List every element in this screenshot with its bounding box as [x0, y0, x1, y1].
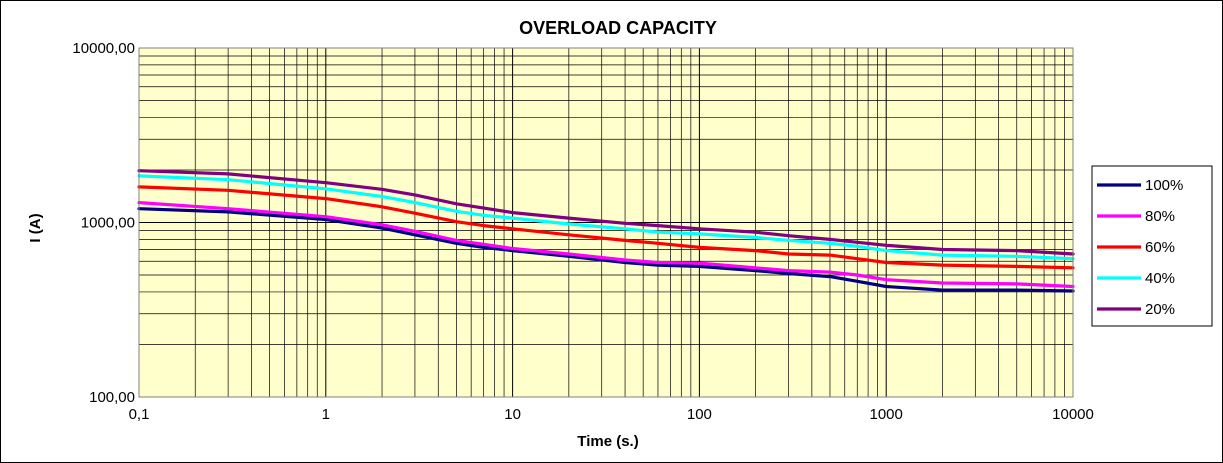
series-line-40pct	[137, 174, 1075, 261]
series-line-80pct	[137, 201, 1075, 289]
legend-label: 20%	[1145, 301, 1175, 318]
x-tick-labels: 0,1 1 10 100 1000 10000	[129, 406, 1094, 423]
y-axis-label: I (A)	[27, 213, 44, 242]
y-tick-label: 10000,00	[72, 40, 135, 57]
x-tick-label: 1	[322, 406, 330, 423]
series-lines	[137, 169, 1075, 293]
series-line-60pct	[137, 185, 1075, 270]
x-tick-label: 1000	[870, 406, 903, 423]
y-tick-label: 100,00	[89, 389, 135, 406]
legend-item: 80%	[1097, 208, 1175, 225]
legend-label: 80%	[1145, 208, 1175, 225]
x-tick-label: 10	[504, 406, 521, 423]
legend-items: 100% 80% 60% 40% 20%	[1097, 177, 1183, 318]
y-tick-label: 1000,00	[81, 215, 135, 232]
series-line-20pct	[137, 169, 1075, 256]
series-line-100pct	[137, 207, 1075, 293]
legend-item: 20%	[1097, 301, 1175, 318]
x-tick-label: 100	[687, 406, 712, 423]
x-axis-label: Time (s.)	[577, 433, 638, 450]
legend-item: 60%	[1097, 239, 1175, 256]
legend-label: 60%	[1145, 239, 1175, 256]
plot-frame	[138, 47, 1074, 398]
legend-label: 100%	[1145, 177, 1183, 194]
y-tick-labels: 100,00 1000,00 10000,00	[72, 40, 135, 406]
legend-item: 100%	[1097, 177, 1183, 194]
legend-item: 40%	[1097, 270, 1175, 287]
x-tick-label: 0,1	[129, 406, 150, 423]
chart-title: OVERLOAD CAPACITY	[519, 18, 717, 38]
legend: 100% 80% 60% 40% 20%	[1091, 165, 1213, 327]
legend-label: 40%	[1145, 270, 1175, 287]
x-tick-label: 10000	[1052, 406, 1094, 423]
